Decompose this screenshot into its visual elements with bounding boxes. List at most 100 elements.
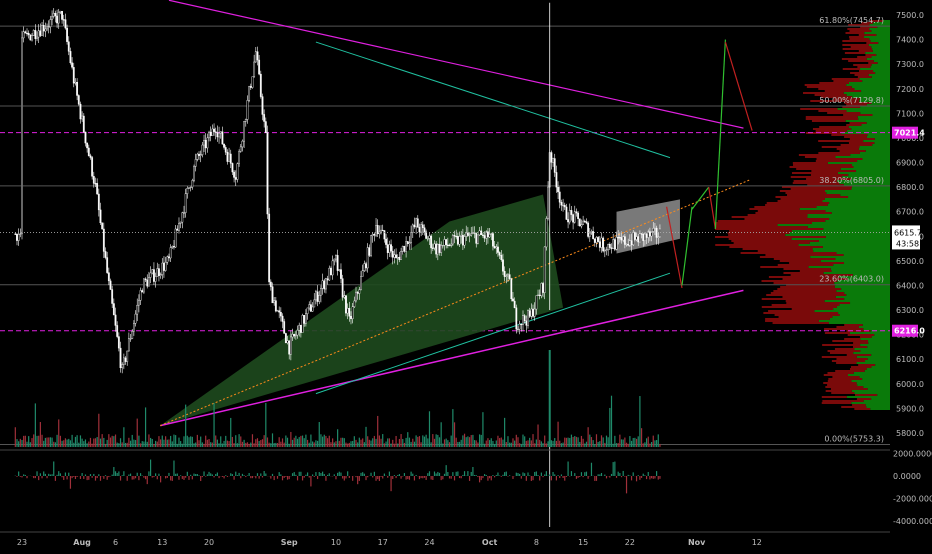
- volume-profile-sell: [828, 378, 862, 380]
- volume-bar: [532, 434, 533, 447]
- volume-profile-sell: [789, 262, 844, 264]
- candle-body: [430, 236, 431, 248]
- candle-body: [354, 301, 355, 307]
- candle-body: [152, 270, 153, 273]
- oscillator-bar: [315, 472, 316, 476]
- volume-bar: [324, 435, 325, 447]
- volume-bar: [603, 437, 604, 447]
- volume-profile-buy: [869, 44, 890, 46]
- volume-bar: [190, 436, 191, 447]
- oscillator-bar: [551, 476, 552, 480]
- volume-bar: [203, 444, 204, 447]
- candle-body: [621, 237, 622, 240]
- volume-bar: [217, 440, 218, 447]
- candle-body: [297, 330, 298, 335]
- volume-profile-sell: [825, 386, 863, 388]
- oscillator-bar: [649, 476, 650, 479]
- volume-bar: [596, 434, 597, 447]
- candle-body: [365, 264, 366, 268]
- oscillator-bar: [442, 476, 443, 479]
- oscillator-bar: [441, 476, 442, 480]
- oscillator-bar: [295, 475, 296, 476]
- volume-bar: [390, 444, 391, 447]
- volume-profile-sell: [836, 326, 858, 328]
- candle-body: [447, 245, 448, 246]
- volume-bar: [68, 439, 69, 447]
- candle-body: [106, 258, 107, 273]
- oscillator-bar: [25, 475, 26, 476]
- volume-profile-buy: [861, 90, 890, 92]
- volume-bar: [593, 440, 594, 447]
- volume-profile-sell: [799, 154, 850, 156]
- candle-body: [340, 270, 341, 279]
- oscillator-bar: [638, 475, 639, 476]
- volume-profile-buy: [876, 54, 890, 56]
- volume-profile-sell: [774, 258, 836, 260]
- oscillator-bar: [203, 471, 204, 476]
- volume-profile-buy: [823, 246, 890, 248]
- candle-body: [619, 237, 620, 238]
- candle-body: [260, 74, 261, 96]
- candle-body: [187, 188, 188, 193]
- volume-profile-sell: [813, 128, 851, 130]
- volume-profile-sell: [782, 296, 835, 298]
- candle-body: [440, 245, 441, 252]
- candle-body: [212, 129, 213, 136]
- candle-body: [30, 35, 31, 40]
- volume-bar: [237, 443, 238, 447]
- volume-bar: [262, 439, 263, 447]
- candle-body: [653, 228, 654, 231]
- oscillator-bar: [574, 473, 575, 476]
- candle-body: [163, 263, 164, 271]
- volume-bar: [472, 435, 473, 447]
- candle-body: [339, 270, 340, 271]
- volume-profile-sell: [762, 298, 844, 300]
- volume-profile-sell: [744, 218, 829, 220]
- candle-body: [282, 316, 283, 321]
- candle-body: [168, 257, 169, 258]
- oscillator-bar: [185, 476, 186, 478]
- countdown-label: 43:58: [896, 239, 919, 248]
- volume-bar: [20, 439, 21, 447]
- candle-body: [502, 260, 503, 272]
- oscillator-bar: [407, 476, 408, 479]
- volume-bar: [312, 441, 313, 447]
- volume-profile-sell: [824, 374, 848, 376]
- candle-body: [232, 163, 233, 172]
- volume-profile-sell: [824, 328, 863, 330]
- oscillator-bar: [390, 476, 391, 491]
- oscillator-bar: [51, 474, 52, 476]
- volume-bar: [586, 442, 587, 447]
- oscillator-bar: [594, 476, 595, 481]
- volume-bar: [138, 436, 139, 447]
- candle-body: [217, 133, 218, 137]
- volume-profile-buy: [863, 324, 890, 326]
- volume-bar: [364, 442, 365, 447]
- oscillator-bar: [457, 471, 458, 476]
- volume-profile-sell: [796, 168, 841, 170]
- volume-profile-sell: [818, 88, 854, 90]
- candle-body: [494, 246, 495, 248]
- oscillator-bar: [419, 476, 420, 479]
- volume-profile-buy: [871, 398, 890, 400]
- volume-profile-buy: [841, 288, 890, 290]
- volume-profile-sell: [715, 224, 778, 226]
- volume-profile-sell: [731, 240, 819, 242]
- volume-profile-sell: [841, 144, 873, 146]
- level-tag-label: 7021.4: [894, 129, 925, 138]
- volume-profile-sell: [844, 136, 867, 138]
- oscillator-bar: [623, 471, 624, 476]
- oscillator-bar: [193, 474, 194, 476]
- volume-profile-buy: [847, 110, 890, 112]
- candle-body: [658, 237, 659, 238]
- oscillator-bar: [167, 476, 168, 478]
- candle-body: [617, 237, 618, 238]
- oscillator-bar: [274, 476, 275, 480]
- volume-bar: [58, 419, 59, 447]
- volume-profile-buy: [873, 70, 890, 72]
- volume-bar: [257, 438, 258, 447]
- volume-bar: [512, 438, 513, 447]
- volume-bar: [137, 419, 138, 447]
- volume-bar: [21, 440, 22, 447]
